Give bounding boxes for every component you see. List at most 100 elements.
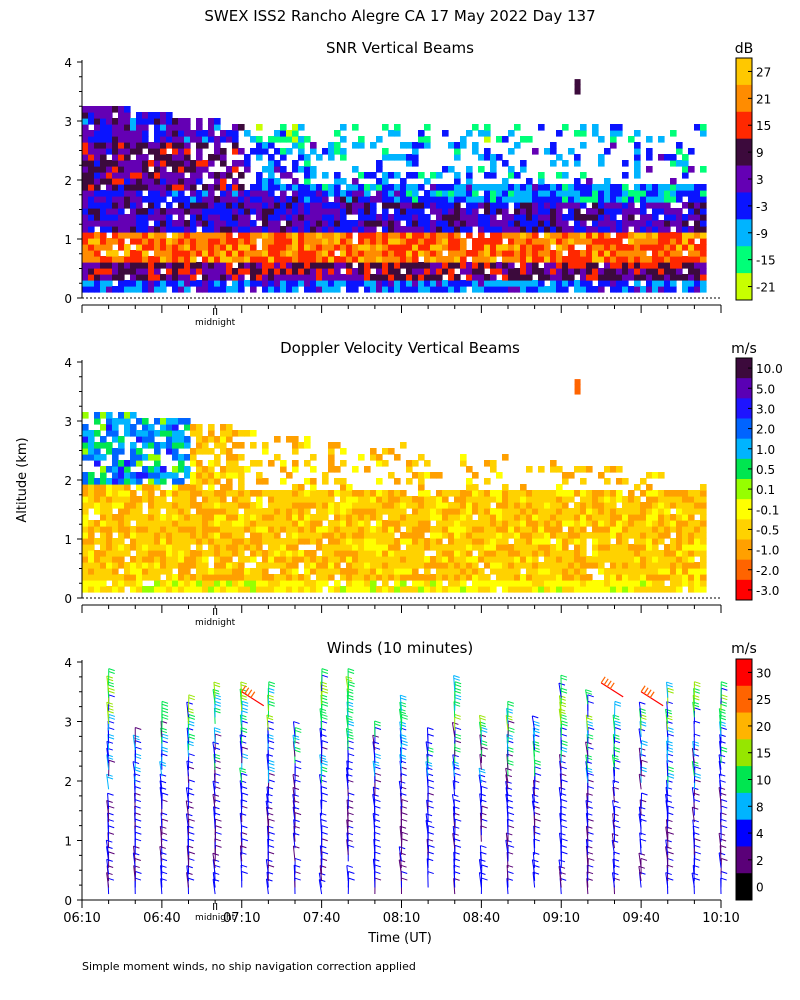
heatmap-cell [112, 496, 119, 503]
heatmap-cell [352, 556, 359, 563]
heatmap-cell [526, 538, 533, 545]
heatmap-cell [160, 556, 167, 563]
heatmap-cell [670, 268, 677, 275]
heatmap-cell [568, 268, 575, 275]
heatmap-cell [226, 460, 233, 467]
heatmap-cell [94, 178, 101, 185]
y-tick-label: 4 [64, 356, 72, 370]
heatmap-cell [286, 586, 293, 593]
heatmap-cell [448, 196, 455, 203]
heatmap-cell [190, 430, 197, 437]
heatmap-cell [430, 262, 437, 269]
y-tick-label: 4 [64, 56, 72, 70]
heatmap-cell [250, 226, 257, 233]
heatmap-cell [400, 286, 407, 293]
heatmap-cell [154, 244, 161, 251]
heatmap-cell [118, 160, 125, 167]
heatmap-cell [652, 526, 659, 533]
heatmap-cell [658, 208, 665, 215]
heatmap-cell [466, 574, 473, 581]
heatmap-cell [514, 220, 521, 227]
heatmap-cell [328, 442, 335, 449]
heatmap-cell [136, 202, 143, 209]
wind-barb-flag [241, 805, 248, 809]
heatmap-cell [406, 220, 413, 227]
heatmap-cell [700, 274, 707, 281]
heatmap-cell [172, 520, 179, 527]
heatmap-cell [82, 448, 89, 455]
heatmap-cell [106, 550, 113, 557]
heatmap-cell [262, 514, 269, 521]
heatmap-cell [442, 226, 449, 233]
heatmap-cell [508, 550, 515, 557]
heatmap-cell [442, 196, 449, 203]
heatmap-cell [658, 196, 665, 203]
heatmap-cell [154, 238, 161, 245]
heatmap-cell [526, 268, 533, 275]
heatmap-cell [82, 424, 89, 431]
heatmap-cell [418, 172, 425, 179]
heatmap-cell [232, 226, 239, 233]
wind-barb-flag [107, 736, 115, 740]
heatmap-cell [424, 136, 431, 143]
heatmap-cell [166, 190, 173, 197]
heatmap-cell [166, 556, 173, 563]
heatmap-cell [508, 184, 515, 191]
heatmap-cell [388, 526, 395, 533]
heatmap-cell [640, 556, 647, 563]
heatmap-cell [106, 274, 113, 281]
wind-barb-flag [320, 720, 328, 724]
heatmap-cell [82, 514, 89, 521]
heatmap-cell [586, 466, 593, 473]
heatmap-cell [412, 550, 419, 557]
heatmap-cell [376, 538, 383, 545]
heatmap-cell [304, 580, 311, 587]
heatmap-cell [178, 496, 185, 503]
heatmap-cell [430, 526, 437, 533]
wind-barb-flag [186, 813, 193, 817]
heatmap-cell [412, 160, 419, 167]
wind-barb [159, 780, 163, 796]
heatmap-cell [580, 550, 587, 557]
heatmap-cell [346, 262, 353, 269]
heatmap-cell [310, 232, 317, 239]
heatmap-cell [286, 508, 293, 515]
heatmap-cell [256, 274, 263, 281]
heatmap-cell [604, 208, 611, 215]
heatmap-cell [286, 238, 293, 245]
heatmap-cell [646, 544, 653, 551]
heatmap-cell [142, 226, 149, 233]
heatmap-cell [100, 550, 107, 557]
heatmap-cell [154, 562, 161, 569]
heatmap-cell [496, 568, 503, 575]
heatmap-cell [538, 274, 545, 281]
wind-barb-flag [321, 713, 328, 717]
heatmap-cell [220, 196, 227, 203]
heatmap-cell [634, 220, 641, 227]
heatmap-cell [262, 568, 269, 575]
wind-barb-flag [241, 871, 248, 874]
heatmap-cell [214, 178, 221, 185]
heatmap-cell [118, 550, 125, 557]
heatmap-cell [160, 172, 167, 179]
heatmap-cell [478, 520, 485, 527]
heatmap-cell [190, 160, 197, 167]
heatmap-cell [472, 580, 479, 587]
heatmap-cell [196, 148, 203, 155]
heatmap-cell [304, 442, 311, 449]
heatmap-cell [154, 160, 161, 167]
heatmap-cell [496, 238, 503, 245]
heatmap-cell [448, 232, 455, 239]
heatmap-cell [526, 220, 533, 227]
heatmap-cell [652, 532, 659, 539]
heatmap-cell [598, 508, 605, 515]
heatmap-cell [520, 214, 527, 221]
heatmap-cell [400, 496, 407, 503]
heatmap-cell [310, 484, 317, 491]
heatmap-cell [700, 268, 707, 275]
heatmap-cell [82, 190, 89, 197]
heatmap-cell [658, 274, 665, 281]
heatmap-cell [430, 508, 437, 515]
heatmap-cell [142, 256, 149, 263]
heatmap-cell [322, 268, 329, 275]
